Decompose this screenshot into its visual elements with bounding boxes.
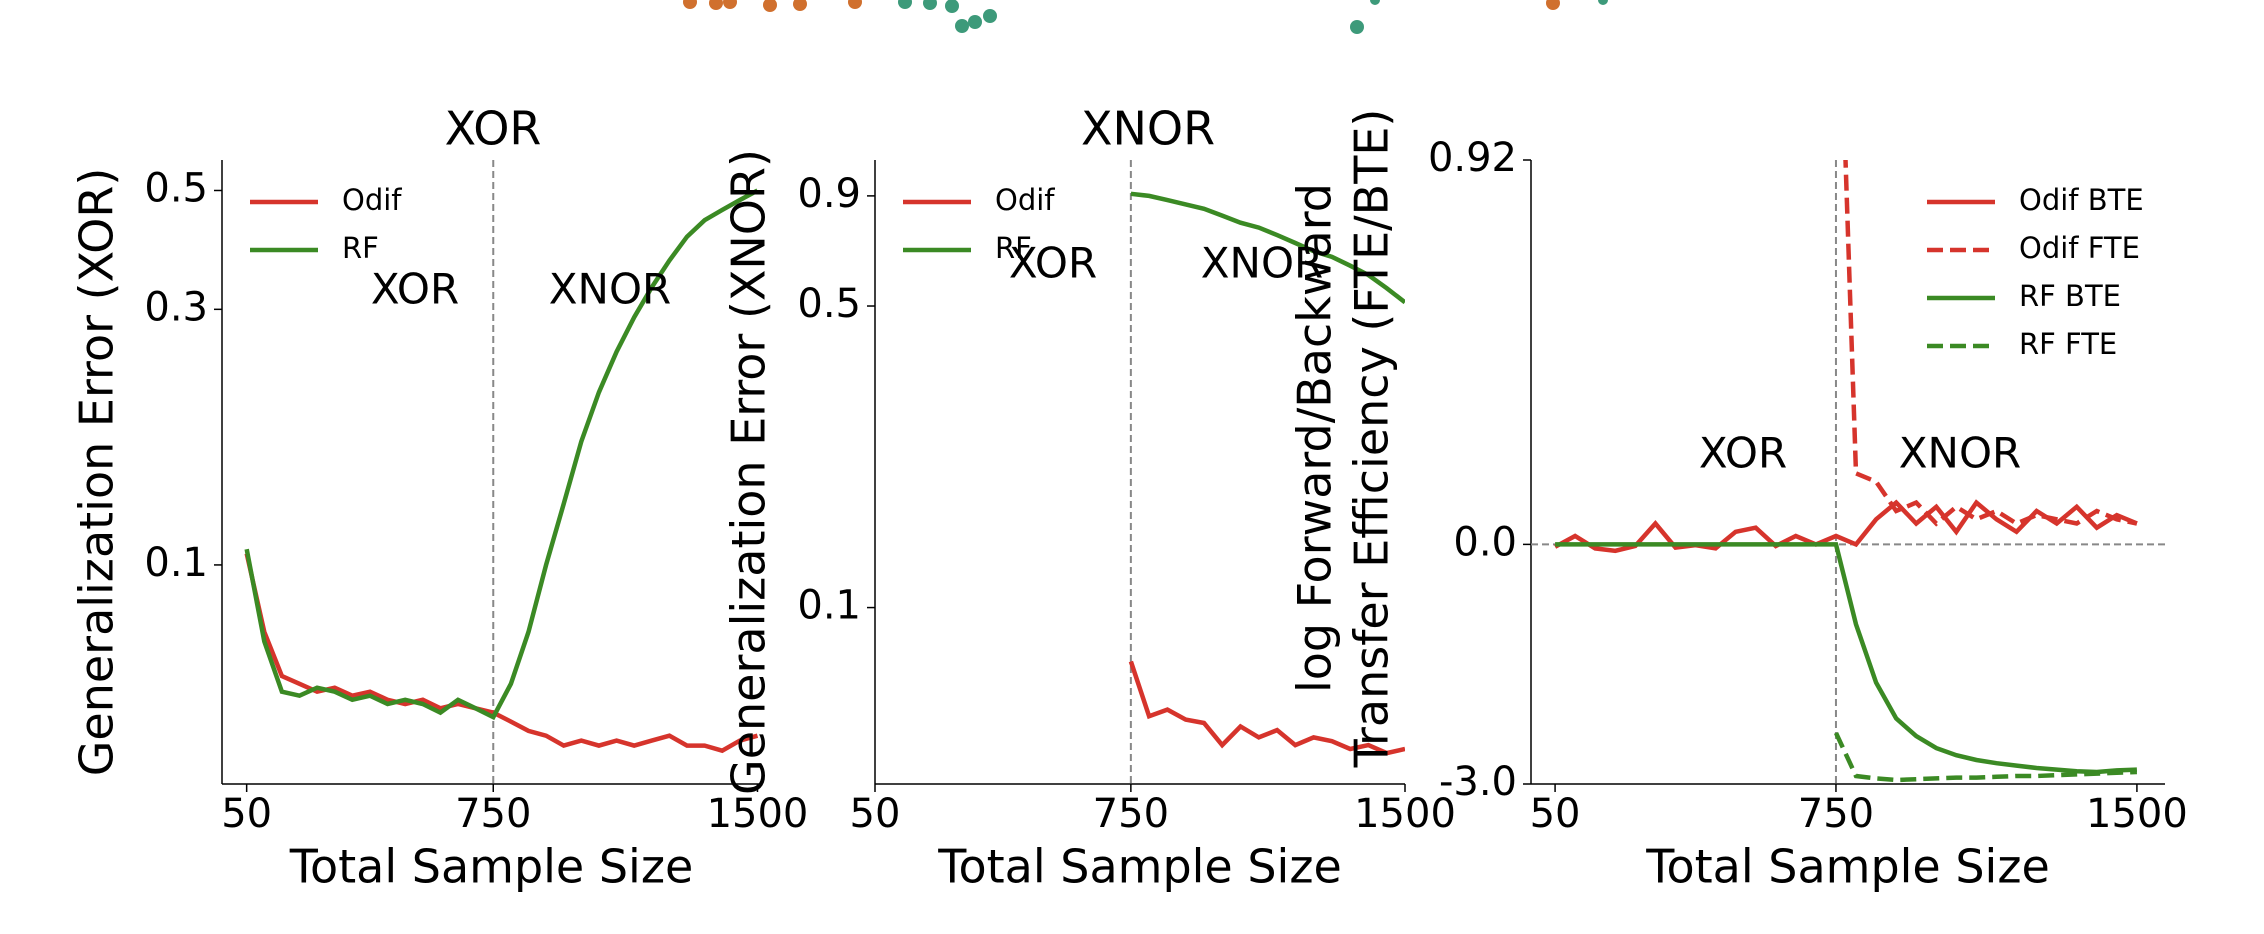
- y-axis-label: Transfer Efficiency (FTE/BTE): [1345, 109, 1399, 769]
- y-axis-label: Generalization Error (XNOR): [722, 149, 776, 795]
- series-line: [244, 188, 759, 721]
- annotation: XOR: [1009, 239, 1097, 288]
- x-tick-label: 1500: [707, 791, 809, 837]
- y-tick-label: -3.0: [1439, 759, 1517, 805]
- series-line: [1843, 160, 2138, 527]
- series-line: [1130, 191, 1405, 305]
- legend-label: Odif FTE: [2019, 231, 2140, 265]
- annotation: XNOR: [1899, 429, 2021, 478]
- series-line: [1554, 499, 2138, 554]
- x-axis-label: Total Sample Size: [1645, 840, 2050, 894]
- x-tick-label: 1500: [2086, 791, 2188, 837]
- y-tick-label: 0.5: [797, 281, 861, 327]
- legend-label: RF FTE: [2019, 327, 2117, 361]
- legend: Odif RF: [903, 183, 1055, 265]
- x-tick-label: 50: [850, 791, 901, 837]
- legend-label: RF BTE: [2019, 279, 2121, 313]
- cropped-scatter-fragment: [683, 0, 1608, 34]
- x-axis-label: Total Sample Size: [289, 840, 694, 894]
- x-tick-label: 50: [221, 791, 272, 837]
- x-tick-label: 50: [1530, 791, 1581, 837]
- legend: Odif RF: [250, 183, 402, 265]
- annotation: XOR: [371, 265, 459, 314]
- legend-label: RF: [995, 231, 1032, 265]
- y-tick-label: 0.1: [144, 540, 208, 586]
- y-axis-label: Generalization Error (XOR): [70, 168, 124, 777]
- y-tick-label: 0.3: [144, 284, 208, 330]
- y-tick-label: 0.1: [797, 583, 861, 629]
- annotation: XNOR: [549, 265, 671, 314]
- y-axis-label: log Forward/Backward: [1288, 183, 1342, 693]
- annotation: XNOR: [1201, 239, 1323, 288]
- panel-title: XNOR: [1081, 102, 1215, 156]
- y-tick-label: 0.92: [1428, 135, 1517, 181]
- legend-label: Odif: [342, 183, 402, 217]
- y-tick-label: 0.0: [1453, 519, 1517, 565]
- annotation: XOR: [1699, 429, 1787, 478]
- x-tick-label: 1500: [1354, 791, 1456, 837]
- series-line: [1555, 542, 2137, 775]
- series-line: [244, 553, 759, 754]
- y-tick-label: 0.5: [144, 165, 208, 211]
- x-tick-label: 750: [1093, 791, 1169, 837]
- legend-label: RF: [342, 231, 379, 265]
- legend-label: Odif BTE: [2019, 183, 2144, 217]
- x-tick-label: 750: [455, 791, 531, 837]
- legend: Odif BTE Odif FTE RF BTE RF FTE: [1927, 183, 2144, 361]
- panel-title: XOR: [445, 102, 542, 156]
- legend-label: Odif: [995, 183, 1055, 217]
- series-line: [1833, 731, 2137, 783]
- x-tick-label: 750: [1798, 791, 1874, 837]
- series-line: [1128, 660, 1405, 756]
- y-tick-label: 0.9: [797, 171, 861, 217]
- x-axis-label: Total Sample Size: [937, 840, 1342, 894]
